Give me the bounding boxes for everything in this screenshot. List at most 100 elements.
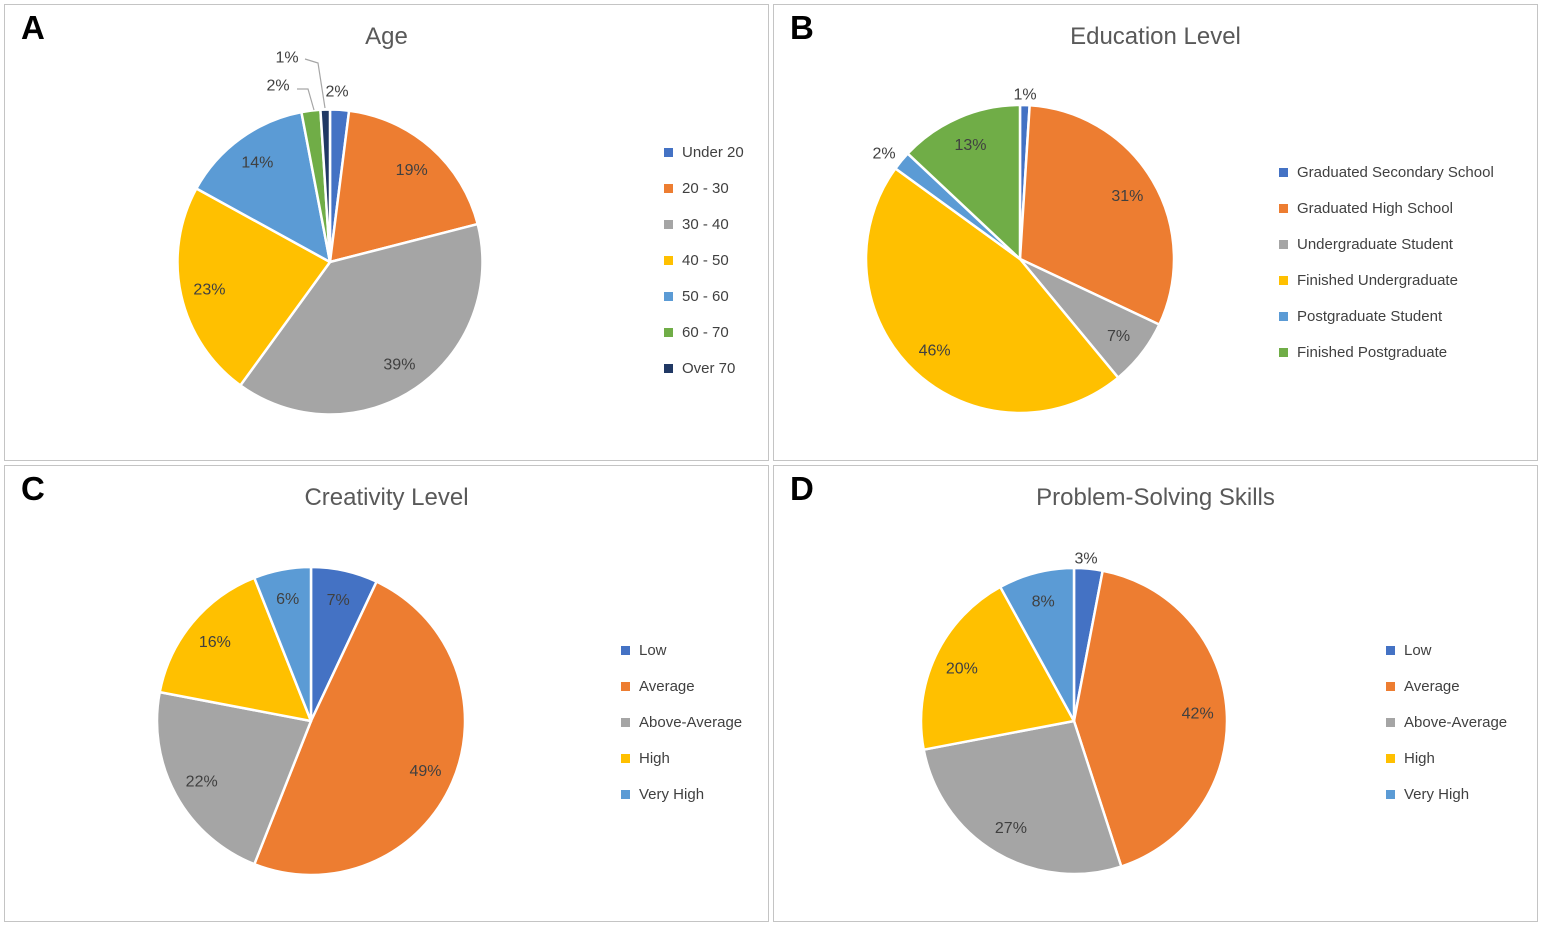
legend-marker-graduated-high-school <box>1279 203 1288 213</box>
data-label-finished-postgraduate: 13% <box>954 137 986 154</box>
legend-item-undergraduate-student: Undergraduate Student <box>1279 234 1494 254</box>
legend-label: 60 - 70 <box>682 323 729 341</box>
legend-marker-under-20 <box>664 147 673 157</box>
panel-letter-a: A <box>21 9 45 46</box>
legend-item-above-average: Above-Average <box>621 712 742 732</box>
pie-slice-above-average <box>922 719 1123 876</box>
legend-label: 20 - 30 <box>682 179 729 197</box>
legend-marker-average <box>1386 681 1395 691</box>
pie-slice-graduated-high-school <box>1018 104 1176 326</box>
legend-label: Finished Undergraduate <box>1297 271 1458 289</box>
pie-slice-over-70 <box>319 108 332 264</box>
legend-problem-solving-skills: Low Average Above-Average High Very High <box>1386 640 1507 820</box>
pie-chart-creativity-level: 7% 49% 22% 16% 6% <box>155 565 467 877</box>
legend-label: High <box>1404 749 1435 767</box>
data-label-60-70: 2% <box>266 78 289 95</box>
legend-item-high: High <box>621 748 742 768</box>
data-label-average: 49% <box>409 763 441 780</box>
data-label-average: 42% <box>1182 706 1214 723</box>
legend-education-level: Graduated Secondary School Graduated High… <box>1279 162 1494 378</box>
data-label-above-average: 27% <box>995 820 1027 837</box>
legend-item-over-70: Over 70 <box>664 358 744 378</box>
data-label-very-high: 8% <box>1032 593 1055 610</box>
pie-slice-50-60 <box>195 110 332 264</box>
legend-marker-finished-undergraduate <box>1279 275 1288 285</box>
legend-label: Above-Average <box>639 713 743 731</box>
legend-item-graduated-high-school: Graduated High School <box>1279 198 1494 218</box>
data-label-low: 3% <box>1074 551 1097 568</box>
data-label-40-50: 23% <box>193 281 225 298</box>
chart-title-age: Age <box>365 23 408 50</box>
panel-letter-b: B <box>790 9 814 46</box>
legend-item-high: High <box>1386 748 1507 768</box>
label-leader-line <box>304 58 326 109</box>
legend-label: Very High <box>639 785 705 803</box>
legend-marker-very-high <box>1386 789 1395 799</box>
legend-label: 30 - 40 <box>682 215 729 233</box>
legend-label: Over 70 <box>682 359 736 377</box>
legend-marker-high <box>621 753 630 763</box>
legend-item-average: Average <box>1386 676 1507 696</box>
legend-item-above-average: Above-Average <box>1386 712 1507 732</box>
legend-marker-20-30 <box>664 183 673 193</box>
legend-item-30-40: 30 - 40 <box>664 214 744 234</box>
legend-marker-above-average <box>621 717 630 727</box>
legend-item-very-high: Very High <box>621 784 742 804</box>
legend-label: Very High <box>1404 785 1470 803</box>
pie-slice-finished-postgraduate <box>906 103 1022 261</box>
legend-label: High <box>639 749 670 767</box>
legend-item-20-30: 20 - 30 <box>664 178 744 198</box>
pie-slice-above-average <box>155 690 313 866</box>
legend-marker-30-40 <box>664 219 673 229</box>
pie-chart-problem-solving-skills: 3% 42% 27% 20% 8% <box>919 551 1229 876</box>
legend-item-average: Average <box>621 676 742 696</box>
legend-marker-low <box>1386 645 1395 655</box>
legend-label: Under 20 <box>682 143 744 161</box>
legend-marker-high <box>1386 753 1395 763</box>
data-label-graduated-secondary-school: 1% <box>1013 87 1036 104</box>
data-label-postgraduate-student: 2% <box>872 146 895 163</box>
legend-label: 40 - 50 <box>682 251 729 269</box>
legend-label: Graduated Secondary School <box>1297 163 1494 181</box>
legend-item-graduated-secondary-school: Graduated Secondary School <box>1279 162 1494 182</box>
legend-label: Average <box>639 677 695 695</box>
panel-education-level: B Education Level 1% 31% 7% 46% 2% 13% Gradua… <box>773 4 1538 461</box>
data-label-above-average: 22% <box>186 774 218 791</box>
legend-age: Under 20 20 - 30 30 - 40 40 - 50 50 - 60 60 -… <box>664 142 744 394</box>
data-label-20-30: 19% <box>396 162 428 179</box>
panel-age: A Age 2% 19% 39% 23% 14% 2% 1% Under 20 20 - 30… <box>4 4 769 461</box>
legend-item-50-60: 50 - 60 <box>664 286 744 306</box>
pie-slice-high <box>919 585 1076 751</box>
pie-slice-very-high <box>999 566 1076 723</box>
chart-title-creativity-level: Creativity Level <box>304 484 469 511</box>
legend-item-low: Low <box>1386 640 1507 660</box>
legend-label: Undergraduate Student <box>1297 235 1453 253</box>
pie-slice-high <box>158 576 313 723</box>
data-label-over-70: 1% <box>275 50 298 67</box>
pie-slice-finished-undergraduate <box>864 167 1120 415</box>
pie-slice-40-50 <box>176 187 332 387</box>
legend-marker-50-60 <box>664 291 673 301</box>
data-label-high: 20% <box>946 661 978 678</box>
legend-label: Low <box>1404 641 1432 659</box>
legend-item-low: Low <box>621 640 742 660</box>
legend-item-60-70: 60 - 70 <box>664 322 744 342</box>
legend-item-finished-undergraduate: Finished Undergraduate <box>1279 270 1494 290</box>
legend-item-40-50: 40 - 50 <box>664 250 744 270</box>
data-label-very-high: 6% <box>276 591 299 608</box>
chart-title-problem-solving-skills: Problem-Solving Skills <box>1036 484 1275 511</box>
legend-label: Average <box>1404 677 1460 695</box>
legend-marker-40-50 <box>664 255 673 265</box>
pie-chart-age: 2% 19% 39% 23% 14% 2% 1% <box>176 50 484 416</box>
pie-slice-very-high <box>253 565 313 723</box>
data-label-under-20: 2% <box>325 84 348 101</box>
data-label-finished-undergraduate: 46% <box>919 342 951 359</box>
panel-creativity-level: C Creativity Level 7% 49% 22% 16% 6% Low Aver… <box>4 465 769 922</box>
pie-slice-20-30 <box>328 109 479 264</box>
legend-label: Above-Average <box>1404 713 1508 731</box>
data-label-undergraduate-student: 7% <box>1107 328 1130 345</box>
panel-problem-solving-skills: D Problem-Solving Skills 3% 42% 27% 20% 8% L… <box>773 465 1538 922</box>
legend-label: 50 - 60 <box>682 287 729 305</box>
pie-slice-average <box>1072 569 1229 868</box>
legend-item-postgraduate-student: Postgraduate Student <box>1279 306 1494 326</box>
